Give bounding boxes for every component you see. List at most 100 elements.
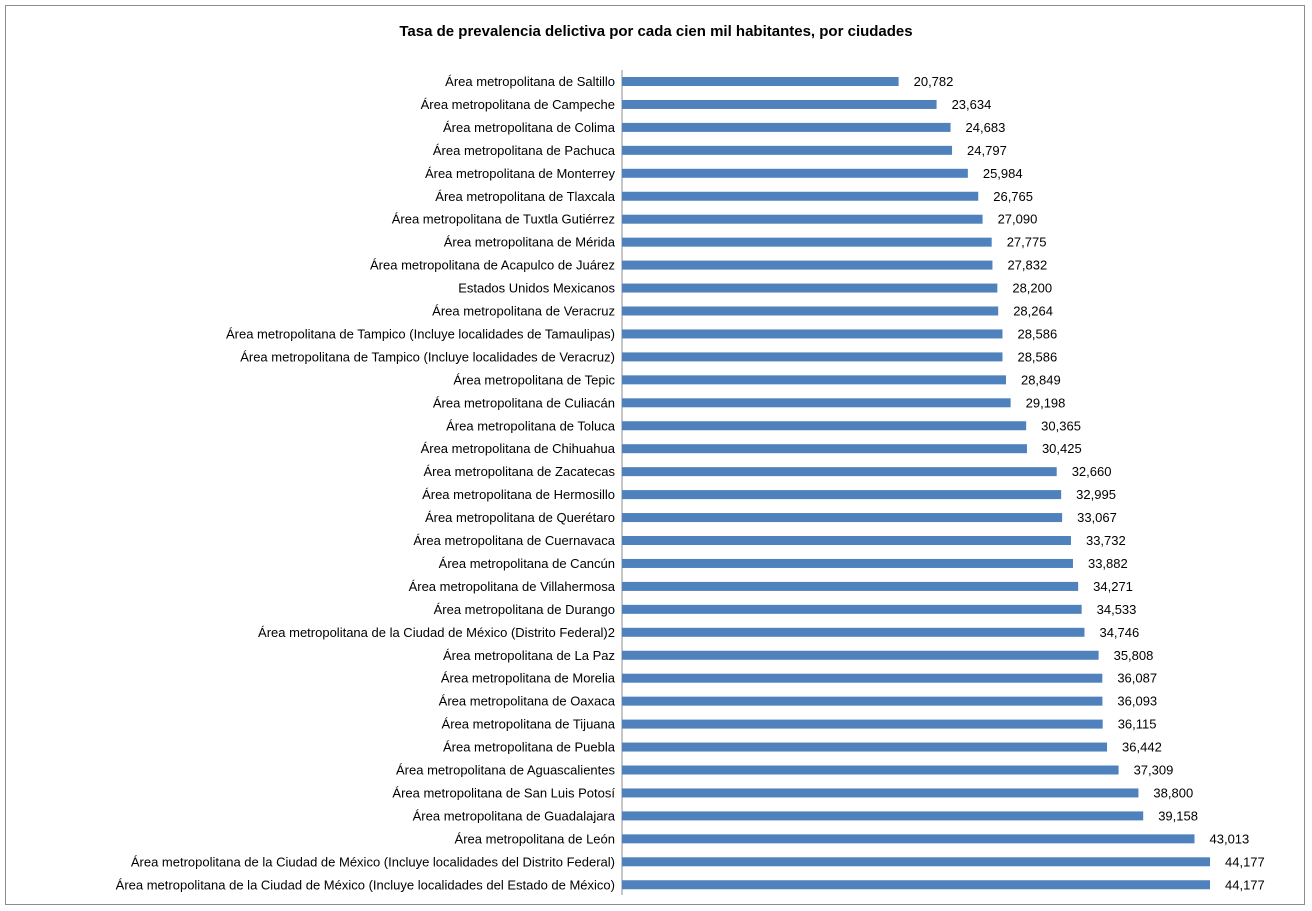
value-label: 39,158	[1158, 808, 1198, 823]
value-label: 34,746	[1099, 625, 1139, 640]
bar	[622, 581, 1079, 591]
value-label: 38,800	[1153, 785, 1193, 800]
category-label: Área metropolitana de Aguascalientes	[396, 763, 615, 778]
bar	[622, 444, 1027, 454]
bar	[622, 191, 979, 201]
bar	[622, 811, 1144, 821]
category-label: Área metropolitana de Guadalajara	[413, 808, 616, 823]
value-label: 24,683	[966, 120, 1006, 135]
bar	[622, 673, 1103, 683]
bar	[622, 467, 1057, 477]
value-label: 28,586	[1017, 326, 1057, 341]
category-label: Área metropolitana de la Ciudad de Méxic…	[116, 877, 615, 892]
bar	[622, 329, 1003, 339]
value-label: 27,775	[1007, 235, 1047, 250]
value-label: 37,309	[1134, 763, 1174, 778]
bar	[622, 122, 951, 132]
category-label: Estados Unidos Mexicanos	[458, 281, 615, 296]
bar	[622, 650, 1099, 660]
category-label: Área metropolitana de la Ciudad de Méxic…	[258, 625, 615, 640]
category-label: Área metropolitana de Oaxaca	[439, 694, 616, 709]
value-label: 36,442	[1122, 740, 1162, 755]
bar	[622, 765, 1119, 775]
category-label: Área metropolitana de Tampico (Incluye l…	[226, 326, 615, 341]
bar	[622, 627, 1085, 637]
value-label: 20,782	[914, 74, 954, 89]
bar	[622, 283, 998, 293]
category-label: Área metropolitana de Mérida	[444, 235, 616, 250]
bar	[622, 99, 937, 109]
value-label: 29,198	[1026, 395, 1066, 410]
category-label: Área metropolitana de Tuxtla Gutiérrez	[392, 212, 615, 227]
value-label: 32,660	[1072, 464, 1112, 479]
value-label: 35,808	[1114, 648, 1154, 663]
category-label: Área metropolitana de Villahermosa	[409, 579, 616, 594]
category-label: Área metropolitana de Chihuahua	[421, 441, 616, 456]
category-label: Área metropolitana de Querétaro	[425, 510, 615, 525]
bar	[622, 398, 1011, 408]
value-label: 28,586	[1017, 349, 1057, 364]
value-label: 30,425	[1042, 441, 1082, 456]
category-label: Área metropolitana de Veracruz	[432, 304, 615, 319]
value-label: 24,797	[967, 143, 1007, 158]
value-label: 23,634	[952, 97, 992, 112]
category-label: Área metropolitana de Cuernavaca	[413, 533, 615, 548]
category-label: Área metropolitana de Culiacán	[433, 395, 615, 410]
category-label: Área metropolitana de Acapulco de Juárez	[370, 258, 615, 273]
value-label: 33,067	[1077, 510, 1117, 525]
category-label: Área metropolitana de Durango	[434, 602, 615, 617]
value-label: 36,115	[1118, 717, 1157, 732]
bar	[622, 536, 1071, 545]
value-label: 25,984	[983, 166, 1023, 181]
category-label: Área metropolitana de Tepic	[453, 372, 615, 387]
value-label: 44,177	[1225, 854, 1265, 869]
bar	[622, 168, 968, 178]
bar	[622, 214, 983, 224]
value-label: 34,533	[1097, 602, 1137, 617]
value-label: 28,200	[1012, 281, 1052, 296]
bar	[622, 490, 1062, 500]
bar	[622, 857, 1210, 867]
category-label: Área metropolitana de Tampico (Incluye l…	[240, 349, 615, 364]
bar	[622, 513, 1063, 523]
bar	[622, 788, 1139, 798]
category-label: Área metropolitana de La Paz	[443, 648, 615, 663]
bar	[622, 260, 993, 270]
category-label: Área metropolitana de Tijuana	[442, 717, 616, 732]
bar	[622, 237, 992, 247]
bar	[622, 145, 953, 155]
bars-group: Área metropolitana de Saltillo 20,782 Área…	[116, 74, 1265, 892]
category-label: Área metropolitana de San Luis Potosí	[392, 785, 615, 800]
value-label: 27,832	[1007, 258, 1047, 273]
value-label: 33,882	[1088, 556, 1128, 571]
bar	[622, 742, 1108, 752]
category-label: Área metropolitana de León	[455, 831, 615, 846]
category-label: Área metropolitana de Zacatecas	[424, 464, 616, 479]
value-label: 36,093	[1117, 694, 1157, 709]
value-label: 34,271	[1093, 579, 1133, 594]
category-label: Área metropolitana de Hermosillo	[422, 487, 615, 502]
category-label: Área metropolitana de Cancún	[439, 556, 615, 571]
category-label: Área metropolitana de Monterrey	[425, 166, 616, 181]
bar	[622, 834, 1195, 844]
category-label: Área metropolitana de Puebla	[443, 740, 616, 755]
category-label: Área metropolitana de Tlaxcala	[435, 189, 615, 204]
bar	[622, 375, 1006, 385]
category-label: Área metropolitana de Pachuca	[433, 143, 616, 158]
category-label: Área metropolitana de Campeche	[421, 97, 615, 112]
category-label: Área metropolitana de Morelia	[441, 671, 616, 686]
value-label: 36,087	[1117, 671, 1157, 686]
bar	[622, 880, 1210, 890]
category-label: Área metropolitana de la Ciudad de Méxic…	[131, 854, 615, 869]
value-label: 26,765	[993, 189, 1033, 204]
value-label: 44,177	[1225, 877, 1265, 892]
bar	[622, 696, 1103, 706]
bar	[622, 306, 999, 316]
bar	[622, 77, 899, 86]
value-label: 28,264	[1013, 304, 1053, 319]
category-label: Área metropolitana de Toluca	[446, 418, 616, 433]
bar	[622, 719, 1103, 729]
value-label: 32,995	[1076, 487, 1116, 502]
chart-frame	[5, 5, 1305, 905]
